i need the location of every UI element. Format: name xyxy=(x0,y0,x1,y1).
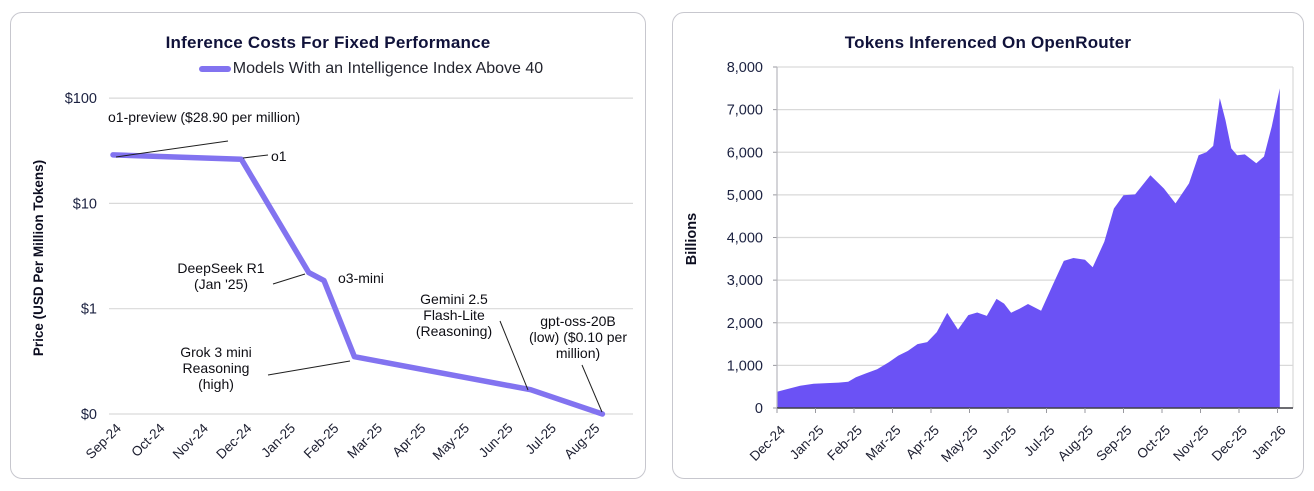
x-tick-label: Jan-25 xyxy=(258,421,298,461)
x-tick-label: Jan-26 xyxy=(1249,423,1289,463)
x-tick-label: Jul-25 xyxy=(1021,423,1058,460)
y-tick-label: 6,000 xyxy=(727,145,763,161)
annotation-deepseek-r1: DeepSeek R1 (Jan '25) xyxy=(177,260,265,292)
annotation-leader-line xyxy=(267,360,351,376)
y-tick-label: $0 xyxy=(81,407,97,423)
y-tick-label: $10 xyxy=(73,196,97,212)
x-tick-label: Mar-25 xyxy=(863,423,904,464)
y-tick-label: 5,000 xyxy=(727,188,763,204)
legend: Models With an Intelligence Index Above … xyxy=(109,60,633,78)
x-tick-label: Dec-24 xyxy=(213,420,255,462)
x-tick-label: Dec-24 xyxy=(747,422,789,464)
legend-label: Models With an Intelligence Index Above … xyxy=(232,60,544,77)
annotation-gemini-flash-lite: Gemini 2.5 Flash-Lite (Reasoning) xyxy=(415,291,493,339)
y-axis-title: Price (USD Per Million Tokens) xyxy=(31,160,46,356)
y-tick-label: 3,000 xyxy=(727,273,763,289)
y-tick-label: 4,000 xyxy=(727,231,763,247)
annotation-leader-line xyxy=(581,364,603,413)
y-tick-label: 8,000 xyxy=(727,60,763,76)
y-axis-title: Billions xyxy=(684,213,700,265)
annotation-grok-3-mini: Grok 3 mini Reasoning (high) xyxy=(180,344,252,392)
annotation-o1: o1 xyxy=(271,148,287,164)
annotation-gpt-oss-20b: gpt-oss-20B (low) ($0.10 per million) xyxy=(528,313,628,361)
price-trend-line xyxy=(110,152,606,417)
x-tick-label: Sep-25 xyxy=(1093,423,1134,464)
inference-cost-chart-panel: Inference Costs For Fixed Performance Mo… xyxy=(10,12,646,479)
x-tick-label: Feb-25 xyxy=(824,423,865,464)
annotation-leader-line xyxy=(242,154,269,159)
x-tick-label: Nov-24 xyxy=(170,420,212,462)
x-tick-label: Sep-24 xyxy=(83,420,125,462)
x-tick-label: Oct-25 xyxy=(1134,423,1173,462)
x-tick-label: May-25 xyxy=(938,423,980,465)
x-tick-label: Feb-25 xyxy=(301,421,342,462)
y-tick-label: 2,000 xyxy=(727,316,763,332)
area-chart-canvas: 0 1,000 2,000 3,000 4,000 5,000 6,000 7,000 8,00… xyxy=(684,60,1294,465)
x-tick-label: Jun-25 xyxy=(979,423,1019,463)
x-tick-label: Aug-25 xyxy=(561,421,602,462)
y-tick-label: 0 xyxy=(755,401,763,417)
y-tick-label: $1 xyxy=(81,302,97,318)
annotation-leader-line xyxy=(115,140,229,158)
x-tick-label: Dec-25 xyxy=(1209,423,1250,464)
tokens-area-series xyxy=(777,88,1280,409)
chart-title: Tokens Inferenced On OpenRouter xyxy=(844,33,1132,52)
x-tick-label: Mar-25 xyxy=(344,421,385,462)
x-tick-label: Apr-25 xyxy=(903,423,942,462)
annotation-o1-preview: o1-preview ($28.90 per million) xyxy=(108,109,301,125)
x-tick-label: Jan-25 xyxy=(787,423,827,463)
y-tick-label: $100 xyxy=(65,91,97,107)
openrouter-tokens-chart-panel: Tokens Inferenced On OpenRouter 0 1,000 2,… xyxy=(672,12,1304,479)
annotation-leader-line xyxy=(272,273,306,285)
chart-title: Inference Costs For Fixed Performance xyxy=(165,33,491,52)
y-tick-label: 1,000 xyxy=(727,358,763,374)
x-tick-label: Apr-25 xyxy=(389,421,428,460)
x-tick-label: Jul-25 xyxy=(523,421,560,458)
x-tick-label: Nov-25 xyxy=(1170,423,1211,464)
annotation-o3-mini: o3-mini xyxy=(338,270,384,286)
x-tick-label: May-25 xyxy=(430,421,472,463)
annotation-leader-line xyxy=(499,320,529,391)
y-tick-label: 7,000 xyxy=(727,103,763,119)
x-tick-label: Aug-25 xyxy=(1055,423,1096,464)
x-tick-label: Oct-24 xyxy=(128,420,168,460)
x-tick-label: Jun-25 xyxy=(476,421,516,461)
legend-line-marker xyxy=(198,65,231,73)
